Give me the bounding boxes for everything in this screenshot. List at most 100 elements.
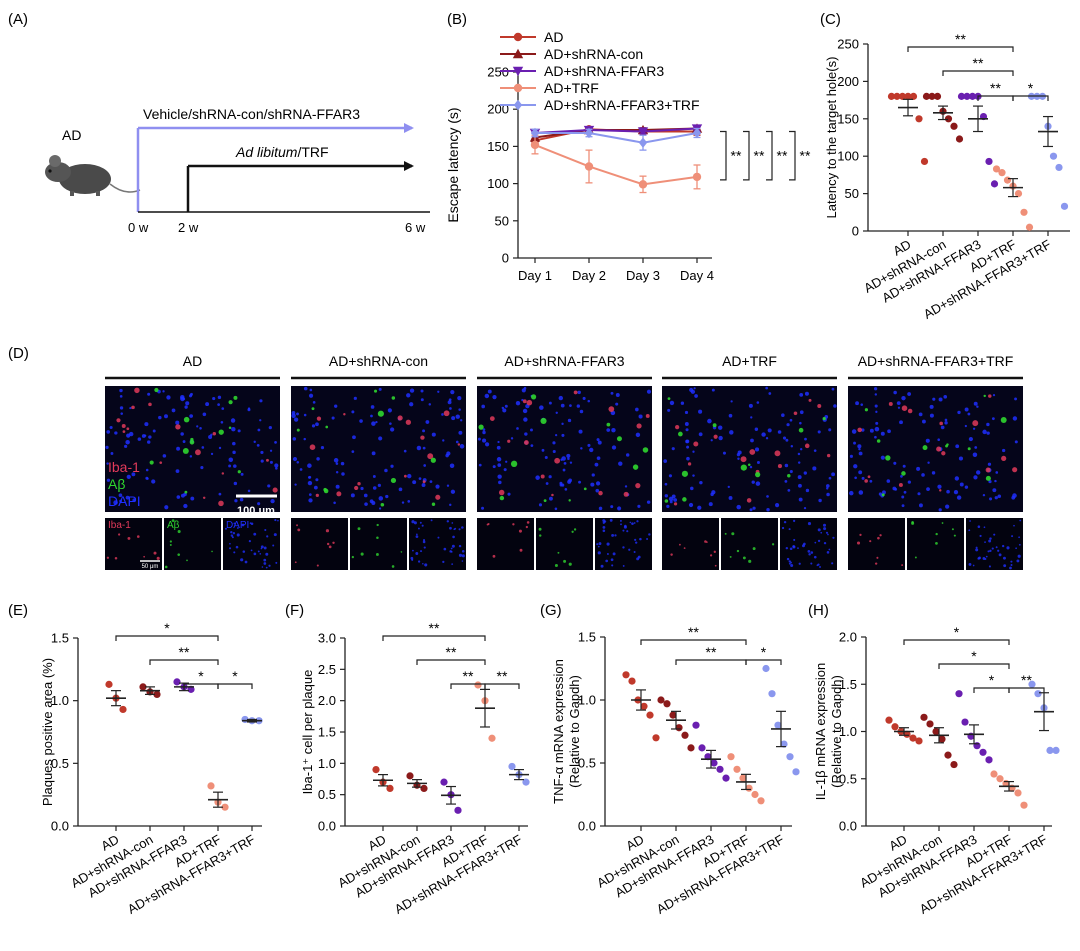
data-point xyxy=(944,751,952,759)
dapi-nucleus xyxy=(147,392,151,396)
dapi-nucleus xyxy=(995,471,999,474)
dapi-nucleus xyxy=(481,506,485,510)
dapi-nucleus xyxy=(595,481,601,486)
dapi-nucleus xyxy=(260,450,264,455)
data-point xyxy=(1020,801,1028,809)
dapi-nucleus xyxy=(189,455,193,458)
channel-signal xyxy=(449,526,452,530)
dapi-nucleus xyxy=(450,489,456,494)
dapi-nucleus xyxy=(119,499,123,503)
data-point xyxy=(1034,690,1042,698)
group-header-label: AD+shRNA-FFAR3+TRF xyxy=(858,353,1014,369)
dapi-nucleus xyxy=(151,479,156,484)
channel-signal xyxy=(714,564,717,567)
significance-bracket xyxy=(1008,687,1045,693)
dapi-nucleus xyxy=(973,401,978,406)
channel-image xyxy=(848,518,905,570)
channel-signal xyxy=(156,556,160,560)
channel-signal xyxy=(629,521,632,524)
dapi-nucleus xyxy=(787,489,791,492)
dapi-nucleus xyxy=(804,437,807,441)
data-point xyxy=(733,765,741,773)
escape-latency-chart: 0 50 100 150 200 250 Day 1 Day 2 Day 3 Day 4 Escap… xyxy=(445,29,811,283)
dapi-nucleus xyxy=(887,429,891,434)
dapi-nucleus xyxy=(994,479,997,483)
significance-bracket xyxy=(903,639,1010,645)
dapi-nucleus xyxy=(685,428,689,432)
channel-label: Aβ xyxy=(167,520,180,531)
dapi-nucleus xyxy=(569,404,572,407)
significance-label: ** xyxy=(800,148,811,164)
dapi-nucleus xyxy=(580,447,583,450)
dapi-nucleus xyxy=(944,418,948,422)
channel-signal xyxy=(136,535,140,538)
dapi-nucleus xyxy=(597,440,602,445)
y-tick-label: 1.0 xyxy=(578,693,596,708)
dapi-nucleus xyxy=(449,503,452,507)
channel-image xyxy=(595,518,652,570)
channel-signal xyxy=(810,551,814,554)
channel-signal xyxy=(605,559,609,563)
abeta-signal xyxy=(901,471,906,476)
channel-signal xyxy=(793,538,796,541)
channel-signal xyxy=(554,564,558,568)
iba1-signal xyxy=(175,424,181,430)
channel-signal xyxy=(983,526,986,529)
channel-signal xyxy=(268,564,271,567)
dapi-nucleus xyxy=(901,504,905,508)
dapi-nucleus xyxy=(916,466,921,471)
dapi-nucleus xyxy=(737,450,742,455)
dapi-nucleus xyxy=(205,402,210,407)
dapi-nucleus xyxy=(552,449,556,454)
dapi-nucleus xyxy=(727,485,730,489)
abeta-signal xyxy=(945,444,948,448)
data-point xyxy=(904,92,912,100)
dapi-nucleus xyxy=(797,452,801,456)
channel-signal xyxy=(376,523,379,527)
abeta-signal xyxy=(183,416,190,423)
channel-signal xyxy=(634,538,637,541)
y-axis-label: Latency to the target hole(s) xyxy=(824,57,839,219)
data-point xyxy=(657,696,665,704)
dapi-nucleus xyxy=(497,474,502,479)
dapi-nucleus xyxy=(498,480,502,485)
series-line xyxy=(535,132,698,144)
dapi-nucleus xyxy=(880,431,885,436)
dapi-nucleus xyxy=(625,453,630,457)
dapi-nucleus xyxy=(331,416,335,420)
dapi-nucleus xyxy=(510,437,514,440)
dapi-nucleus xyxy=(929,413,934,418)
dapi-nucleus xyxy=(874,404,878,408)
dapi-nucleus xyxy=(541,448,545,452)
significance-label: ** xyxy=(731,148,742,164)
iba1-signal xyxy=(939,489,942,492)
scale-bar-large-label: 100 μm xyxy=(237,505,275,517)
data-point xyxy=(768,690,776,698)
dapi-nucleus xyxy=(233,464,237,468)
dapi-nucleus xyxy=(940,425,945,430)
dapi-nucleus xyxy=(377,483,381,488)
channel-signal xyxy=(639,537,642,541)
dapi-nucleus xyxy=(455,414,460,419)
channel-signal xyxy=(822,523,827,527)
dapi-nucleus xyxy=(561,422,564,425)
dapi-nucleus xyxy=(303,386,308,391)
channel-signal xyxy=(935,541,938,545)
channel-signal xyxy=(988,565,991,568)
data-point xyxy=(692,127,702,139)
dapi-nucleus xyxy=(200,466,204,470)
data-point xyxy=(698,744,706,752)
channel-signal xyxy=(236,527,239,529)
channel-signal xyxy=(461,526,464,529)
channel-signal xyxy=(266,535,269,538)
dapi-nucleus xyxy=(692,474,695,477)
mouse-icon xyxy=(45,155,141,196)
data-point xyxy=(893,92,901,100)
channel-signal xyxy=(325,529,330,533)
significance-label: * xyxy=(954,624,960,640)
dapi-nucleus xyxy=(175,420,180,425)
dapi-nucleus xyxy=(684,422,689,426)
dapi-nucleus xyxy=(945,504,950,509)
dapi-nucleus xyxy=(692,450,695,453)
dapi-nucleus xyxy=(228,464,232,468)
